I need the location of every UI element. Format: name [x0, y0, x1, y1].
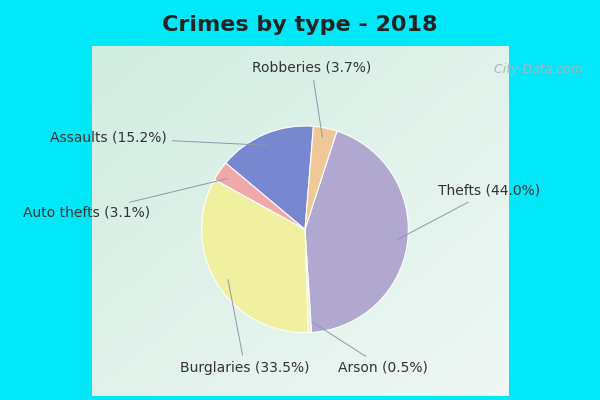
Wedge shape — [305, 126, 337, 229]
Wedge shape — [305, 131, 409, 332]
Wedge shape — [226, 126, 313, 229]
Wedge shape — [305, 229, 311, 333]
Text: Assaults (15.2%): Assaults (15.2%) — [50, 131, 267, 145]
Wedge shape — [214, 163, 305, 229]
Text: Burglaries (33.5%): Burglaries (33.5%) — [180, 280, 310, 375]
Text: Auto thefts (3.1%): Auto thefts (3.1%) — [23, 179, 227, 220]
Wedge shape — [202, 180, 308, 333]
Text: Robberies (3.7%): Robberies (3.7%) — [252, 61, 371, 138]
Text: City-Data.com: City-Data.com — [487, 64, 583, 76]
Text: Arson (0.5%): Arson (0.5%) — [311, 322, 428, 375]
Text: Crimes by type - 2018: Crimes by type - 2018 — [162, 15, 438, 35]
Text: Thefts (44.0%): Thefts (44.0%) — [398, 184, 541, 240]
